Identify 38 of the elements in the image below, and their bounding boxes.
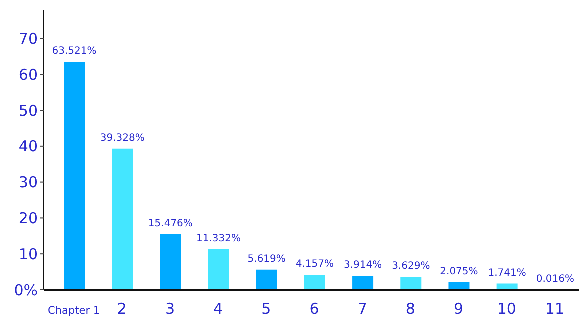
- y-tick-label: 40: [18, 138, 38, 156]
- y-tick-label: 70: [18, 30, 38, 48]
- data-label: 1.741%: [488, 268, 526, 279]
- data-label: 11.332%: [196, 233, 242, 244]
- bar: [112, 148, 134, 290]
- x-tick-label: 10: [497, 300, 516, 318]
- data-label: 2.075%: [440, 266, 478, 278]
- y-tick-label: 0%: [14, 281, 38, 300]
- x-tick-label: 2: [117, 300, 127, 318]
- bar: [352, 276, 374, 290]
- x-tick-label: 9: [454, 300, 464, 318]
- data-label: 15.476%: [148, 218, 193, 230]
- x-tick-label: 3: [165, 300, 175, 318]
- data-label: 39.328%: [100, 132, 145, 144]
- bar: [256, 270, 278, 290]
- bar: [400, 276, 422, 290]
- data-label: 0.016%: [536, 274, 574, 285]
- data-label: 3.629%: [392, 260, 430, 272]
- x-tick-label: 8: [406, 300, 416, 318]
- bar: [208, 249, 230, 290]
- y-tick-label: 30: [18, 174, 38, 192]
- data-label: 5.619%: [248, 254, 286, 265]
- x-tick-label: 6: [310, 300, 320, 318]
- bar: [304, 275, 326, 290]
- data-label: 63.521%: [52, 46, 97, 57]
- x-tick-label: 5: [262, 300, 272, 318]
- bar: [64, 62, 85, 290]
- x-tick-label: 11: [545, 300, 564, 318]
- data-label: 3.914%: [344, 260, 382, 271]
- y-tick-label: 60: [18, 66, 38, 84]
- y-tick-label: 20: [18, 210, 38, 228]
- x-tick-label: 7: [358, 300, 368, 318]
- x-tick-label: Chapter 1: [48, 305, 100, 317]
- x-tick-label: 4: [214, 300, 224, 318]
- data-label: 4.157%: [296, 259, 334, 270]
- y-tick-label: 50: [18, 102, 38, 120]
- bar: [160, 234, 182, 290]
- y-tick-label: 10: [18, 245, 38, 264]
